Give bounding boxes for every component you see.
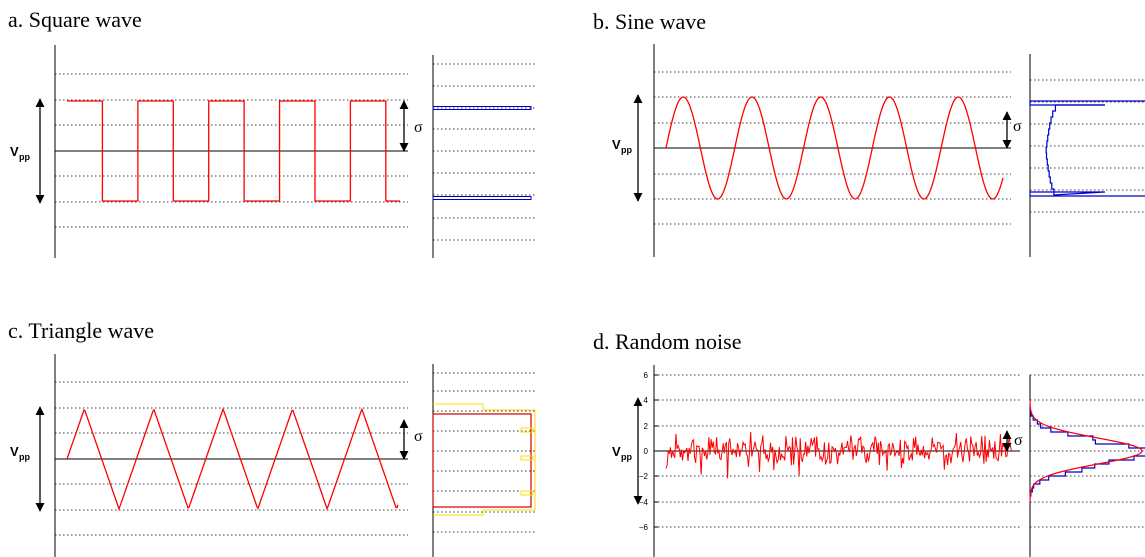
svg-text:V: V <box>612 444 621 459</box>
vpp-label: V pp <box>10 444 30 462</box>
waveform-line <box>665 96 1004 200</box>
histogram-steps <box>433 403 536 516</box>
svg-text:V: V <box>10 144 19 159</box>
histogram-outline <box>432 413 532 508</box>
histogram-bar <box>520 427 534 433</box>
sigma-label: σ <box>414 119 423 136</box>
sigma-label: σ <box>414 428 423 445</box>
y-tick-label: 0 <box>644 447 649 456</box>
histogram-outline <box>1029 407 1145 497</box>
y-tick-label: −2 <box>639 472 649 481</box>
histogram-plot <box>1029 54 1145 257</box>
waveform-plot <box>54 354 408 557</box>
sigma-label: σ <box>1013 118 1022 135</box>
waveform-plot <box>653 365 1020 557</box>
histogram-plot <box>432 55 535 258</box>
y-tick-label: 6 <box>644 371 649 380</box>
panel-triangle-wave: c. Triangle wave V pp σ <box>8 318 536 557</box>
y-tick-label: 2 <box>644 422 649 431</box>
waveform-plot <box>54 45 408 258</box>
histogram-plot <box>432 364 536 557</box>
y-tick-label: 4 <box>644 396 649 405</box>
waveform-line <box>665 431 1012 479</box>
svg-text:pp: pp <box>621 145 632 155</box>
panel-title: c. Triangle wave <box>8 318 154 343</box>
panel-title: b. Sine wave <box>593 9 706 34</box>
panel-random-noise: d. Random noise V pp σ 6 4 2 0 −2 −4 −6 <box>593 329 1145 557</box>
svg-text:V: V <box>10 444 19 459</box>
histogram-plot <box>1029 374 1145 557</box>
sigma-label: σ <box>1014 432 1023 449</box>
waveform-plot <box>653 44 1011 257</box>
histogram-bar <box>520 455 534 461</box>
vpp-label: V pp <box>10 144 30 162</box>
svg-text:V: V <box>612 137 621 152</box>
histogram-bar <box>432 196 532 200</box>
histogram-bar <box>432 106 532 110</box>
histogram-outline <box>1029 104 1145 197</box>
panel-title: a. Square wave <box>8 7 142 32</box>
panel-square-wave: a. Square wave V pp σ <box>8 7 535 258</box>
y-tick-label: −4 <box>639 498 649 507</box>
panel-sine-wave: b. Sine wave V pp σ <box>593 9 1145 257</box>
vpp-label: V pp <box>612 444 632 462</box>
waveform-line <box>66 407 399 511</box>
y-tick-label: −6 <box>639 523 649 532</box>
vpp-label: V pp <box>612 137 632 155</box>
waveform-line <box>67 100 400 202</box>
svg-text:pp: pp <box>19 152 30 162</box>
svg-text:pp: pp <box>621 452 632 462</box>
svg-text:pp: pp <box>19 452 30 462</box>
panel-title: d. Random noise <box>593 329 742 354</box>
histogram-bar <box>520 490 534 496</box>
gaussian-fit-curve <box>1029 399 1143 503</box>
